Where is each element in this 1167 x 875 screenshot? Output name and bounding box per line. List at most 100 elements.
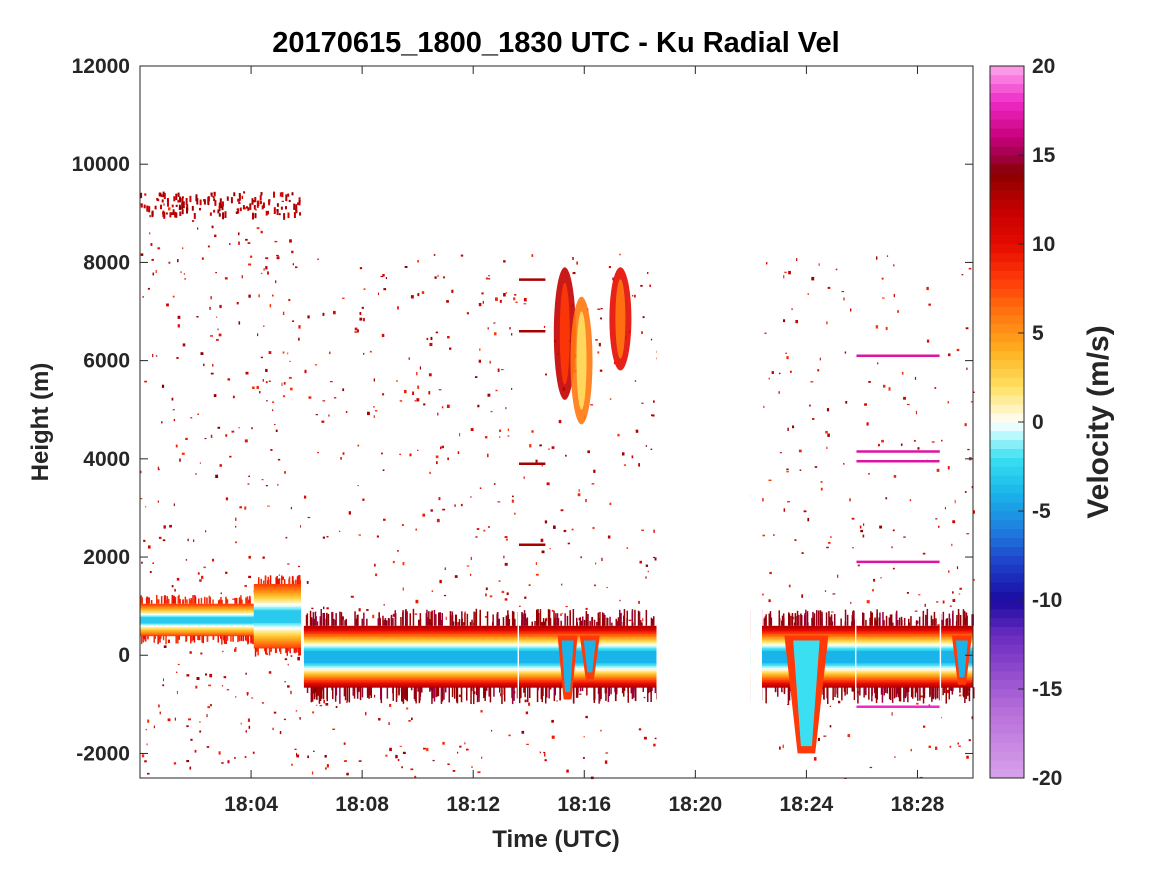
fringe-mark	[267, 210, 269, 215]
fringe-mark	[148, 206, 151, 213]
speckle	[811, 276, 815, 281]
speckle	[835, 268, 838, 271]
band-layer	[253, 622, 301, 625]
speckle	[491, 729, 493, 732]
band-edge	[949, 618, 951, 626]
colorbar-step	[990, 217, 1024, 227]
band-edge	[269, 575, 272, 584]
band-layer	[303, 627, 973, 630]
speckle	[493, 322, 496, 324]
speckle	[232, 395, 235, 399]
speckle	[604, 760, 608, 764]
speckle	[643, 736, 647, 740]
speckle	[374, 694, 376, 698]
fringe-mark	[213, 209, 216, 213]
speckle	[653, 400, 655, 403]
speckle	[382, 393, 385, 396]
speckle	[634, 294, 636, 298]
band-edge	[826, 687, 828, 699]
band-edge	[469, 621, 472, 626]
speckle	[196, 316, 199, 318]
band-edge	[208, 595, 211, 604]
speckle	[235, 525, 237, 528]
band-edge	[296, 647, 298, 653]
band-edge	[916, 687, 918, 693]
speckle	[913, 440, 916, 442]
x-tick-label: 18:08	[335, 793, 389, 816]
fringe-mark	[256, 200, 259, 208]
speckle	[823, 735, 827, 737]
speckle	[163, 678, 164, 682]
band-edge	[863, 687, 866, 695]
band-edge	[198, 635, 200, 641]
band-edge	[627, 687, 629, 703]
speckle	[794, 539, 797, 541]
band-edge	[623, 687, 626, 691]
speckle	[566, 769, 569, 773]
speckle	[505, 538, 508, 541]
band-edge	[367, 687, 370, 694]
speckle	[171, 397, 174, 401]
band-layer	[253, 644, 301, 647]
band-edge	[321, 687, 323, 691]
colorbar-step	[990, 404, 1024, 414]
speckle	[494, 332, 497, 336]
speckle	[560, 613, 562, 616]
speckle	[490, 411, 493, 413]
band-edge	[221, 635, 223, 645]
fringe-mark	[235, 211, 238, 214]
speckle	[428, 391, 431, 395]
fringe-mark	[213, 191, 216, 195]
speckle	[182, 247, 184, 250]
speckle	[501, 590, 505, 593]
speckle	[358, 608, 361, 612]
band-edge	[394, 610, 396, 626]
speckle	[650, 448, 653, 450]
band-layer	[140, 630, 254, 632]
speckle	[599, 369, 603, 372]
speckle	[281, 382, 283, 386]
band-layer	[303, 645, 973, 648]
band-edge	[505, 618, 508, 626]
colorbar-tick-label: 0	[1032, 411, 1044, 434]
band-edge	[177, 635, 179, 644]
fringe-mark	[140, 192, 143, 199]
band-edge	[898, 687, 901, 702]
band-edge	[158, 635, 160, 640]
band-edge	[476, 687, 479, 703]
chart-title: 20170615_1800_1830 UTC - Ku Radial Vel	[272, 27, 839, 59]
fringe-mark	[154, 205, 157, 210]
colorbar-step	[990, 66, 1024, 76]
speckle	[827, 433, 830, 437]
fringe-mark	[181, 209, 184, 215]
band-layer	[253, 584, 301, 587]
band-edge	[401, 687, 404, 702]
speckle	[497, 501, 501, 503]
speckle	[168, 207, 171, 211]
speckle	[585, 607, 588, 610]
speckle	[796, 258, 798, 261]
speckle	[457, 451, 460, 454]
speckle	[235, 696, 237, 698]
band-edge	[315, 616, 317, 626]
band-edge	[891, 687, 894, 703]
speckle	[232, 598, 236, 600]
fringe-mark	[167, 199, 169, 207]
speckle	[248, 294, 251, 298]
fringe-mark	[162, 191, 165, 198]
speckle	[647, 570, 649, 573]
band-edge	[579, 617, 581, 626]
band-edge	[279, 647, 281, 652]
speckle	[638, 728, 642, 731]
fringe-mark	[171, 204, 174, 208]
speckle	[885, 497, 888, 500]
speckle	[626, 547, 629, 549]
speckle	[837, 574, 839, 578]
speckle	[844, 351, 847, 354]
speckle	[378, 292, 379, 296]
y-tick-label: 2000	[83, 546, 130, 569]
speckle	[260, 230, 263, 234]
band-edge	[514, 618, 516, 626]
speckle	[229, 243, 231, 246]
speckle	[514, 294, 517, 296]
